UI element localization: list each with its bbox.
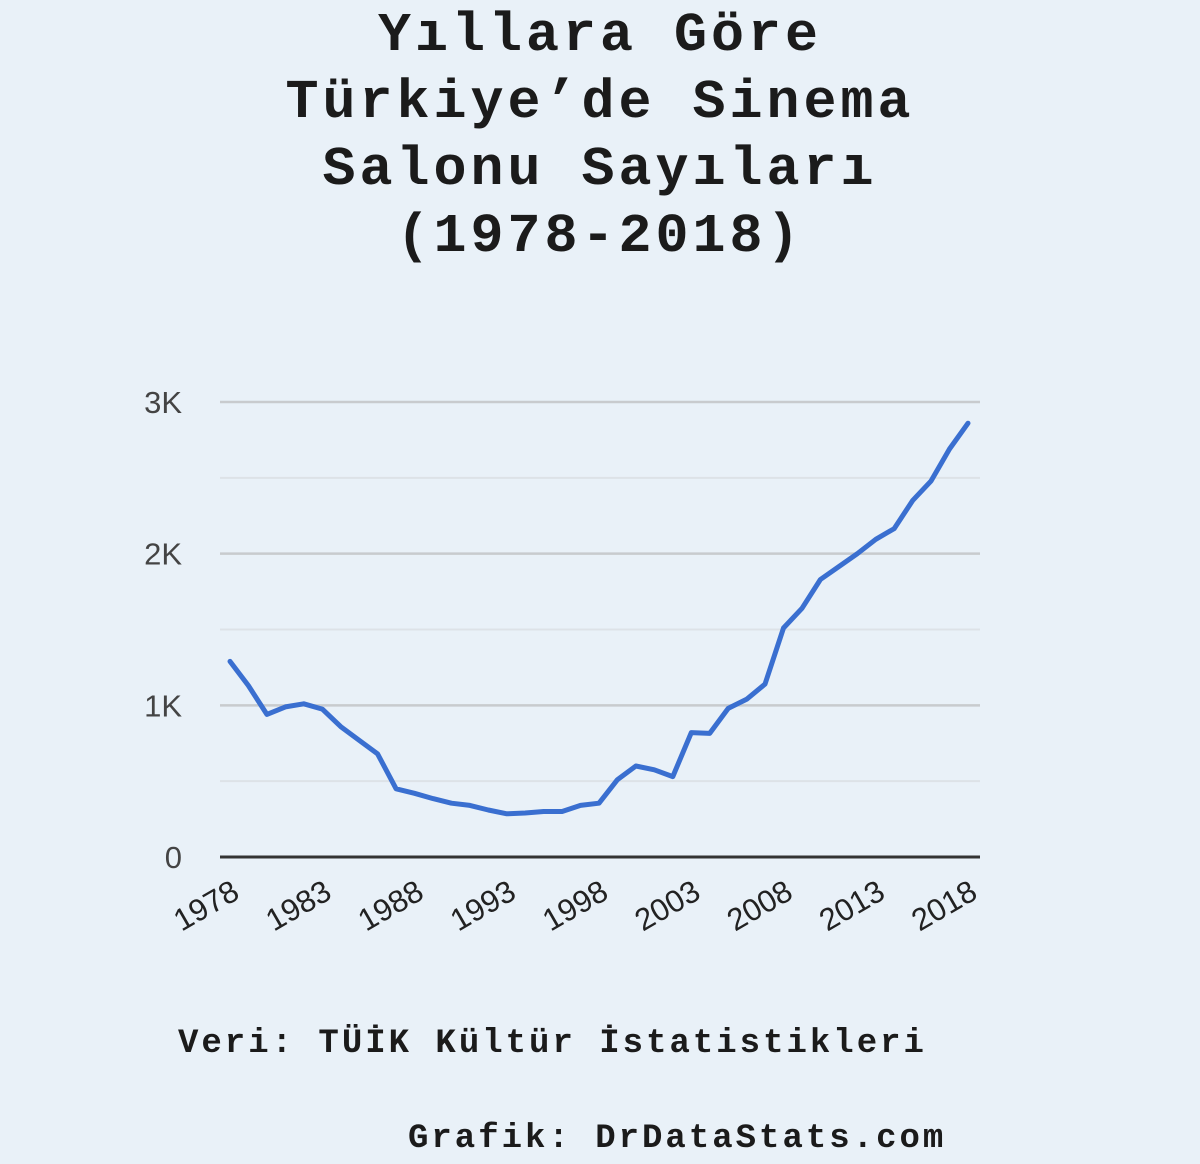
y-tick-label: 3K (144, 385, 182, 420)
x-tick-label: 2013 (813, 873, 890, 938)
chart-title-line-4: (1978-2018) (396, 205, 804, 268)
data-source-note: Veri: TÜİK Kültür İstatistikleri (178, 1025, 927, 1063)
chart-title-line-1: Yıllara Göre (377, 4, 823, 67)
y-tick-label: 0 (165, 840, 182, 875)
x-tick-label: 1998 (536, 873, 613, 938)
chart-credit: Grafik: DrDataStats.com (408, 1120, 947, 1158)
chart-title: Yıllara Göre Türkiye’de Sinema Salonu Sa… (0, 2, 1200, 270)
x-tick-label: 1978 (167, 873, 244, 938)
y-tick-label: 1K (144, 688, 182, 723)
chart-title-line-2: Türkiye’de Sinema (285, 71, 915, 134)
x-tick-label: 2003 (629, 873, 706, 938)
series-line-cinema-halls (227, 420, 971, 817)
x-tick-label: 1983 (260, 873, 337, 938)
x-tick-label: 2018 (905, 873, 982, 938)
x-tick-label: 2008 (721, 873, 798, 938)
y-axis-ticks: 0 1K 2K 3K (144, 385, 182, 875)
x-tick-label: 1988 (352, 873, 429, 938)
grid-lines (220, 400, 980, 783)
y-tick-label: 2K (144, 537, 182, 572)
x-tick-label: 1993 (444, 873, 521, 938)
x-axis-ticks: 1978 1983 1988 1993 1998 2003 2008 2013 2018 (167, 873, 982, 938)
chart-title-line-3: Salonu Sayıları (322, 138, 878, 201)
